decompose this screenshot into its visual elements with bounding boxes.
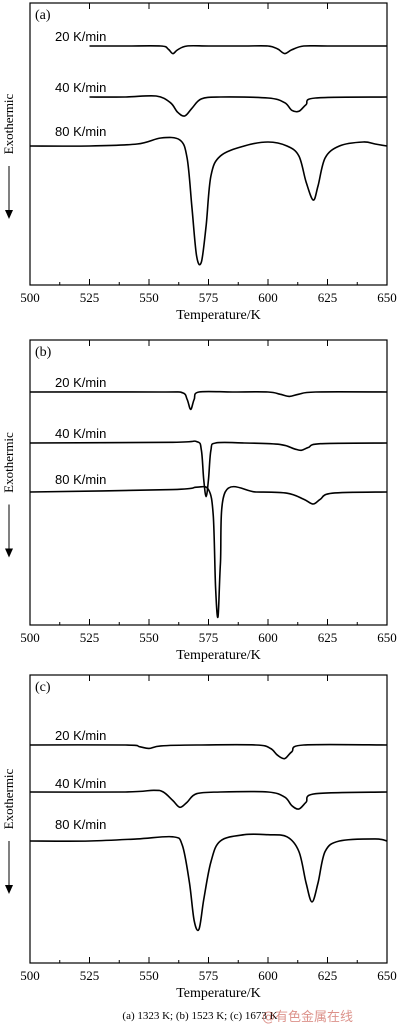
y-axis-title: Exothermic bbox=[1, 432, 16, 493]
series-line-80-k-min bbox=[29, 833, 388, 932]
series-label: 20 K/min bbox=[55, 728, 106, 743]
x-tick-label: 525 bbox=[80, 630, 100, 645]
series-label: 80 K/min bbox=[55, 817, 106, 832]
panel-tag: (c) bbox=[35, 680, 51, 695]
panel-3: 500 525 550 575 600 625 650 Temperature/K Exothe… bbox=[1, 674, 397, 1000]
x-tick-label: 625 bbox=[318, 630, 338, 645]
series-line-40-k-min bbox=[29, 440, 388, 498]
x-tick-label: 625 bbox=[318, 968, 338, 983]
x-tick-label: 500 bbox=[20, 968, 40, 983]
series-label: 40 K/min bbox=[55, 776, 106, 791]
x-tick-label: 650 bbox=[377, 968, 397, 983]
series-label: 80 K/min bbox=[55, 124, 106, 139]
series-label: 80 K/min bbox=[55, 472, 106, 487]
x-tick-label: 500 bbox=[20, 630, 40, 645]
series-line-80-k-min bbox=[29, 485, 388, 619]
x-axis-title: Temperature/K bbox=[176, 308, 261, 323]
figure: 500 525 550 575 600 625 650 Temperature/K Exothe… bbox=[1, 2, 397, 1000]
x-tick-label: 575 bbox=[199, 968, 219, 983]
series-line-20-k-min bbox=[29, 390, 388, 411]
x-tick-label: 600 bbox=[258, 630, 278, 645]
x-axis-title: Temperature/K bbox=[176, 986, 261, 1000]
series-label: 40 K/min bbox=[55, 80, 106, 95]
x-tick-label: 625 bbox=[318, 290, 338, 305]
x-tick-label: 600 bbox=[258, 290, 278, 305]
panel-2: 500 525 550 575 600 625 650 Temperature/K Exothe… bbox=[1, 339, 397, 663]
down-arrow-icon bbox=[5, 548, 13, 558]
x-tick-label: 575 bbox=[199, 290, 219, 305]
down-arrow-icon bbox=[5, 885, 13, 894]
panel-tag: (b) bbox=[35, 345, 52, 360]
series-line-80-k-min bbox=[29, 136, 388, 266]
series-label: 40 K/min bbox=[55, 426, 106, 441]
series-line-20-k-min bbox=[29, 743, 388, 760]
x-axis-title: Temperature/K bbox=[176, 648, 261, 663]
series-line-40-k-min bbox=[29, 789, 388, 810]
x-tick-label: 550 bbox=[139, 290, 159, 305]
panel-1: 500 525 550 575 600 625 650 Temperature/K Exothe… bbox=[1, 2, 397, 323]
figure-caption: (a) 1323 K; (b) 1523 K; (c) 1673 K bbox=[122, 1010, 278, 1022]
x-tick-label: 600 bbox=[258, 968, 278, 983]
series-label: 20 K/min bbox=[55, 375, 106, 390]
panel-tag: (a) bbox=[35, 8, 51, 23]
down-arrow-icon bbox=[5, 210, 13, 219]
x-tick-label: 650 bbox=[377, 630, 397, 645]
series-line-40-k-min bbox=[89, 94, 388, 117]
x-tick-label: 525 bbox=[80, 968, 100, 983]
x-tick-label: 650 bbox=[377, 290, 397, 305]
series-line-20-k-min bbox=[89, 44, 387, 55]
y-axis-title: Exothermic bbox=[1, 93, 16, 154]
y-axis-title: Exothermic bbox=[1, 768, 16, 829]
x-tick-label: 525 bbox=[80, 290, 100, 305]
watermark: @有色金属在线 bbox=[262, 1010, 354, 1025]
x-tick-label: 550 bbox=[139, 968, 159, 983]
x-tick-label: 500 bbox=[20, 290, 40, 305]
x-tick-label: 575 bbox=[199, 630, 219, 645]
x-tick-label: 550 bbox=[139, 630, 159, 645]
series-label: 20 K/min bbox=[55, 29, 106, 44]
